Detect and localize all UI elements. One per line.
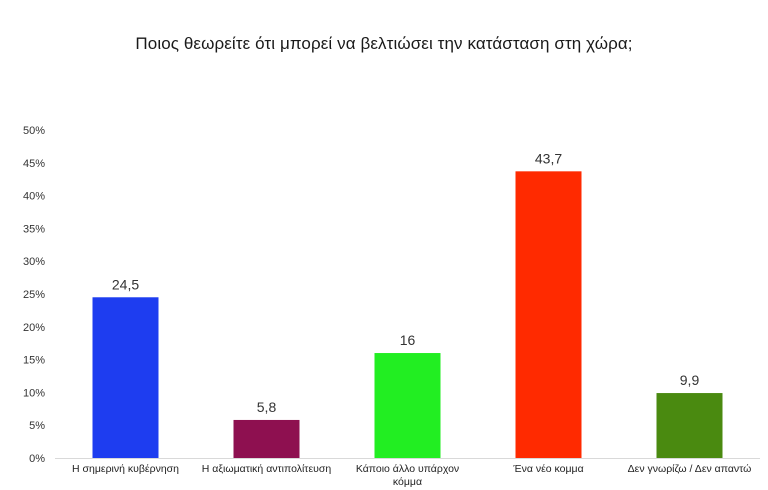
bar	[92, 297, 159, 458]
y-axis: 0% 5% 10% 15% 20% 25% 30% 35% 40% 45% 50%	[23, 125, 45, 465]
data-label: 5,8	[257, 399, 277, 415]
data-labels: 24,5 5,8 16 43,7 9,9	[112, 150, 700, 415]
y-tick-label: 35%	[23, 223, 45, 235]
data-label: 43,7	[535, 150, 562, 166]
y-tick-label: 15%	[23, 355, 45, 367]
chart-title: Ποιος θεωρείτε ότι μπορεί να βελτιώσει τ…	[135, 34, 633, 53]
bar	[374, 353, 441, 458]
category-label: Κάποιο άλλο υπάρχον	[356, 463, 459, 475]
y-tick-label: 45%	[23, 158, 45, 170]
data-label: 16	[400, 332, 416, 348]
data-label: 9,9	[680, 372, 700, 388]
y-tick-label: 10%	[23, 387, 45, 399]
category-label: Η αξιωματική αντιπολίτευση	[202, 463, 332, 475]
category-label: Δεν γνωρίζω / Δεν απαντώ	[628, 463, 752, 475]
category-label: κόμμα	[393, 476, 422, 488]
bar	[515, 171, 582, 458]
bars	[92, 171, 723, 458]
bar	[656, 393, 723, 458]
y-tick-label: 30%	[23, 256, 45, 268]
category-label: Ένα νέο κομμα	[512, 463, 583, 475]
y-tick-label: 0%	[29, 453, 45, 465]
bar	[233, 419, 300, 458]
y-tick-label: 40%	[23, 191, 45, 203]
x-axis: Η σημερινή κυβέρνηση Η αξιωματική αντιπολ…	[55, 458, 760, 488]
category-label: Η σημερινή κυβέρνηση	[72, 463, 179, 475]
y-tick-label: 25%	[23, 289, 45, 301]
data-label: 24,5	[112, 276, 139, 292]
y-tick-label: 20%	[23, 322, 45, 334]
y-tick-label: 5%	[29, 420, 45, 432]
y-tick-label: 50%	[23, 125, 45, 137]
